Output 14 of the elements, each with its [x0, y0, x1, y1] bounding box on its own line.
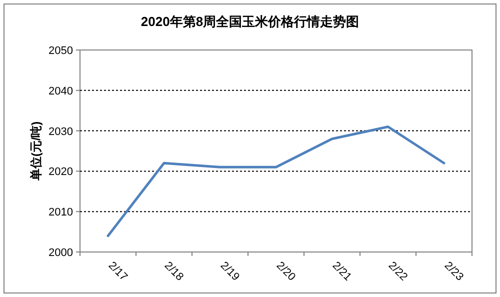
x-tick-label: 2/17: [106, 260, 130, 284]
x-tick-label: 2/18: [162, 260, 186, 284]
y-tick-label: 2050: [48, 45, 73, 57]
y-tick-label: 2030: [48, 126, 73, 138]
line-series: [106, 126, 446, 238]
x-tick-label: 2/19: [218, 260, 242, 284]
y-tick-label: 2000: [48, 247, 73, 259]
chart-title: 2020年第8周全国玉米价格行情走势图: [140, 14, 360, 29]
y-tick-label: 2010: [48, 206, 73, 219]
x-tick-label: 2/20: [274, 260, 298, 284]
y-tick-label: 2040: [48, 85, 73, 98]
y-axis-title: 单位(元/吨): [29, 121, 43, 182]
y-tick-label: 2020: [48, 166, 73, 178]
x-tick-label: 2/23: [442, 260, 466, 284]
